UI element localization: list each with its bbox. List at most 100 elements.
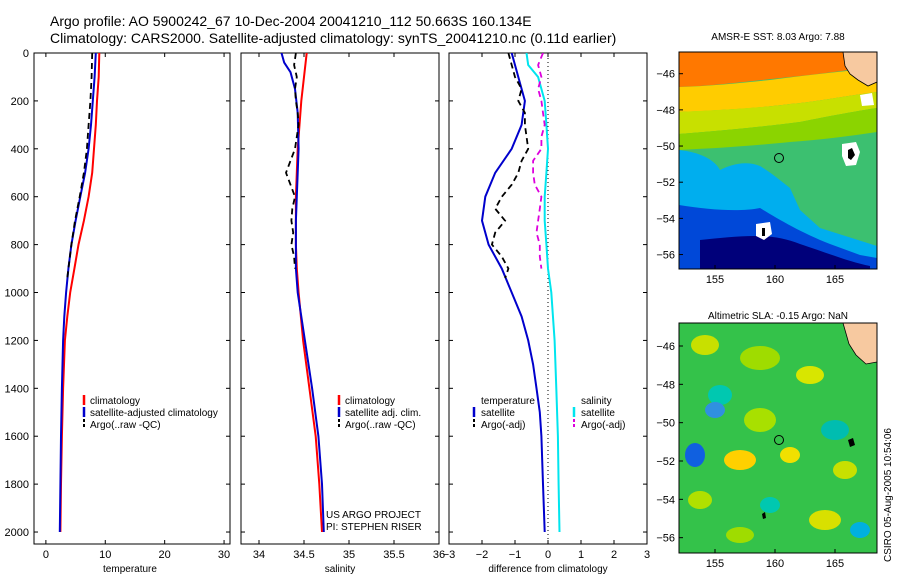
sla-map-frame	[678, 322, 878, 554]
salinity-xtick-label: 36	[433, 549, 445, 561]
sla-map-image	[679, 323, 877, 553]
legend-label-sal-satellite: satellite	[581, 408, 615, 419]
salinity-xtick-label: 35.5	[383, 549, 404, 561]
legend-label-temp-satellite: satellite	[481, 408, 515, 419]
difference-panel: −3 −2 −1 0 1 2 3 difference from climatology t…	[443, 52, 650, 575]
salinity-series-group	[280, 53, 325, 533]
temperature-panel: 0 10 20 30 0 200 400 600 800 1000 1200 1400 1600 1800…	[5, 48, 231, 575]
temperature-ticks: 0 10 20 30 0 200 400 600 800 1000 1200 1400 1600 1800…	[5, 48, 231, 561]
sla_map-ytick-label: −56	[656, 533, 675, 545]
project-credit: US ARGO PROJECT	[326, 510, 421, 521]
pi-credit: PI: STEPHEN RISER	[326, 522, 422, 533]
sla_map-ytick-label: −50	[656, 418, 675, 430]
sst-map-panel: AMSR-E SST: 8.03 Argo: 7.88 155 160 165 −46…	[656, 32, 878, 286]
difference-series-temperature-argo-adj	[490, 53, 530, 279]
sst_map-xtick-label: 160	[766, 274, 784, 286]
salinity-xlabel: salinity	[325, 564, 356, 575]
legend-label-argo: Argo(..raw -QC)	[90, 420, 161, 431]
difference-xtick-label: 0	[545, 549, 551, 561]
sla-map-panel: Altimetric SLA: -0.15 Argo: NaN 15	[656, 311, 878, 570]
sst_map-ytick-label: −54	[656, 213, 675, 225]
temperature-xtick-label: 10	[99, 549, 111, 561]
sla_map-xtick-label: 155	[706, 558, 724, 570]
temperature-legend: climatology satellite-adjusted climatolo…	[82, 395, 218, 431]
sst_map-ytick-label: −48	[656, 105, 675, 117]
temperature-series-climatology	[59, 53, 101, 533]
difference-legend-salinity: salinity satellite Argo(-adj)	[572, 396, 625, 431]
legend-label-sal-argo: Argo(-adj)	[581, 420, 625, 431]
sst_map-xtick-label: 155	[706, 274, 724, 286]
salinity-series-satellite-adj-clim	[280, 53, 325, 533]
sla-map-title: Altimetric SLA: -0.15 Argo: NaN	[708, 311, 848, 322]
depth-tick-label: 200	[11, 96, 29, 108]
sst-map-image	[679, 52, 877, 269]
salinity-axes-frame	[240, 52, 440, 545]
sla_map-xtick-label: 165	[826, 558, 844, 570]
legend-label-satellite: satellite adj. clim.	[345, 408, 421, 419]
difference-series-salinity-satellite	[525, 53, 561, 533]
salinity-series-argo-raw-qc	[285, 53, 300, 269]
legend-label-climatology: climatology	[90, 396, 140, 407]
sla-map-ticks: 155 160 165 −46 −48 −50 −52 −54 −56	[656, 341, 844, 570]
title-line-2: Climatology: CARS2000. Satellite-adjuste…	[50, 30, 616, 46]
sst_map-ytick-label: −56	[656, 250, 675, 262]
depth-tick-label: 1000	[5, 288, 29, 300]
legend-label-temp-argo: Argo(-adj)	[481, 420, 525, 431]
difference-xtick-label: 2	[611, 549, 617, 561]
temperature-xtick-label: 20	[159, 549, 171, 561]
difference-legend-temperature: temperature satellite Argo(-adj)	[472, 396, 535, 431]
sst-map-frame	[678, 51, 878, 270]
difference-series-salinity-argo-adj	[532, 53, 546, 269]
salinity-xtick-label: 34.5	[293, 549, 314, 561]
depth-tick-label: 0	[23, 48, 29, 60]
temperature-xtick-label: 30	[218, 549, 230, 561]
sst_map-xtick-label: 165	[826, 274, 844, 286]
salinity-xtick-label: 34	[253, 549, 265, 561]
title-line-1: Argo profile: AO 5900242_67 10-Dec-2004 …	[50, 13, 532, 29]
temperature-series-group	[58, 53, 101, 533]
salinity-panel: 34 34.5 35 35.5 36 salinity climatology sate…	[240, 52, 445, 575]
difference-xlabel: difference from climatology	[488, 564, 607, 575]
sst_map-ytick-label: −50	[656, 141, 675, 153]
depth-tick-label: 1200	[5, 335, 29, 347]
difference-xtick-label: 3	[644, 549, 650, 561]
salinity-xtick-label: 35	[343, 549, 355, 561]
legend-label-climatology: climatology	[345, 396, 395, 407]
difference-series-group	[480, 53, 561, 533]
difference-xtick-label: −1	[509, 549, 522, 561]
sst_map-ytick-label: −46	[656, 69, 675, 81]
sst_map-ytick-label: −52	[656, 177, 675, 189]
sla-profile-marker	[774, 435, 784, 445]
legend-label-argo: Argo(..raw -QC)	[345, 420, 416, 431]
sla_map-ytick-label: −52	[656, 456, 675, 468]
difference-xtick-label: 1	[578, 549, 584, 561]
depth-tick-label: 800	[11, 240, 29, 252]
csiro-credit: CSIRO 05-Aug-2005 10:54:06	[883, 428, 894, 562]
sst-map-title: AMSR-E SST: 8.03 Argo: 7.88	[711, 32, 845, 43]
depth-tick-label: 1800	[5, 479, 29, 491]
sst-profile-marker	[774, 153, 784, 163]
sla_map-ytick-label: −48	[656, 379, 675, 391]
temperature-axes-frame	[33, 52, 231, 545]
salinity-ticks: 34 34.5 35 35.5 36	[241, 52, 445, 561]
sla_map-ytick-label: −46	[656, 341, 675, 353]
difference-ticks: −3 −2 −1 0 1 2 3	[443, 52, 650, 561]
difference-xtick-label: −3	[443, 549, 456, 561]
depth-tick-label: 1400	[5, 383, 29, 395]
legend-label-satellite: satellite-adjusted climatology	[90, 408, 218, 419]
temperature-xtick-label: 0	[43, 549, 49, 561]
difference-xtick-label: −2	[476, 549, 489, 561]
depth-tick-label: 600	[11, 192, 29, 204]
temperature-series-argo-raw-qc	[66, 53, 94, 279]
sla_map-xtick-label: 160	[766, 558, 784, 570]
legend-heading-salinity: salinity	[581, 396, 612, 407]
sla_map-ytick-label: −54	[656, 494, 675, 506]
sst-map-ticks: 155 160 165 −46 −48 −50 −52 −54 −56	[656, 69, 844, 286]
depth-tick-label: 2000	[5, 527, 29, 539]
difference-series-temperature-satellite	[480, 53, 546, 533]
legend-heading-temperature: temperature	[481, 396, 535, 407]
salinity-legend: climatology satellite adj. clim. Argo(..…	[337, 395, 421, 431]
depth-tick-label: 1600	[5, 431, 29, 443]
temperature-xlabel: temperature	[103, 564, 157, 575]
